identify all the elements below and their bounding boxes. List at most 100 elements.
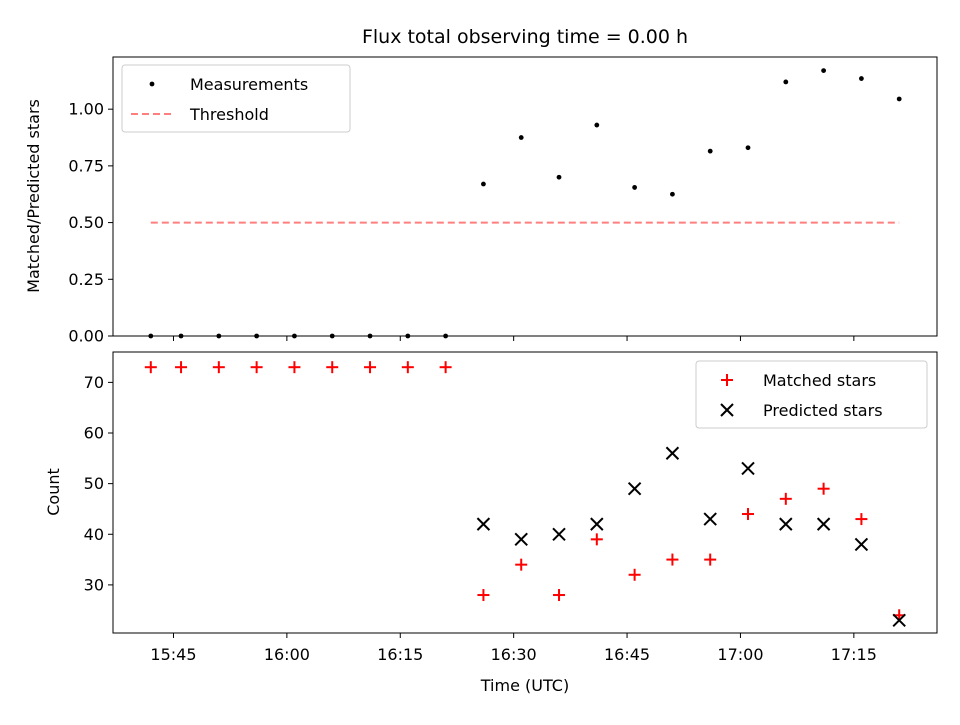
measurement-point [367,333,373,339]
bottom-y-tick-label: 30 [84,575,104,594]
measurement-point [254,333,260,339]
predicted-star-point [476,517,491,531]
top-plot-frame [112,56,938,337]
predicted-star-point [665,446,680,460]
x-tick-label: 16:30 [491,645,537,664]
predicted-star-stroke-b [816,517,831,531]
measurement-point [707,148,713,154]
x-axis-label: Time (UTC) [480,676,569,695]
matched-star-point [553,589,566,602]
measurement-point [745,145,751,151]
top-y-tick-label: 0.50 [68,213,104,232]
predicted-star-stroke-b [665,446,680,460]
legend-label-predicted-stars: Predicted stars [763,401,883,420]
measurement-point [518,135,524,140]
bottom-y-tick-label: 40 [84,525,104,544]
measurement-point [481,181,486,187]
predicted-star-stroke-b [741,461,755,476]
predicted-star-point [779,517,793,531]
measurement-point [405,333,411,339]
x-tick-label: 17:15 [831,645,877,664]
predicted-star-point [514,532,528,547]
predicted-star-point [741,461,755,476]
top-panel: 0.00 0.25 0.50 0.75 1.00 [68,56,938,346]
matched-star-point [175,361,188,374]
bottom-y-axis-label: Count [44,468,63,516]
measurement-point [670,191,675,197]
measurement-point [292,333,297,339]
predicted-star-stroke-b [627,481,642,496]
matched-star-point [628,568,641,581]
predicted-star-point [627,481,642,496]
matched-star-point [250,361,263,374]
measurement-point [178,333,184,339]
matched-star-point [817,482,830,495]
measurement-point [443,333,449,339]
measurement-point [148,333,154,339]
predicted-star-point [552,527,566,541]
top-y-tick-label: 0.75 [68,156,104,175]
x-tick-label: 15:45 [150,645,196,664]
predicted-star-point [590,517,604,531]
bottom-y-tick-label: 70 [84,373,104,392]
legend-label-matched-stars: Matched stars [763,371,876,390]
matched-star-point [212,361,225,374]
measurement-point [896,96,902,102]
matched-star-point [364,361,377,374]
top-y-tick-label: 0.25 [68,270,104,289]
bottom-y-tick-label: 50 [84,474,104,493]
predicted-star-stroke-b [779,517,793,531]
matched-star-point [742,508,755,521]
legend-label-measurements: Measurements [190,75,308,94]
x-tick-label: 17:00 [717,645,763,664]
predicted-star-point [816,517,831,531]
legend-marker-predicted-stars [720,403,734,417]
predicted-star-point [854,537,869,552]
legend-marker-measurements [149,81,155,87]
measurement-point [556,174,562,180]
top-legend: Measurements Threshold [121,64,351,133]
bottom-legend: Matched stars Predicted stars [695,360,928,429]
measurement-point [329,333,335,339]
legend-label-threshold: Threshold [189,105,269,124]
matched-star-point [590,533,603,546]
matched-star-point [666,553,679,566]
legend-marker-matched-stars [721,374,733,386]
matched-star-point [779,492,792,505]
x-tick-label: 16:15 [377,645,423,664]
matched-star-point [144,361,157,374]
predicted-star-point [703,512,717,526]
bottom-y-tick-label: 60 [84,424,104,443]
top-y-tick-label: 0.00 [68,327,104,346]
measurement-point [594,122,600,128]
top-chart-title: Flux total observing time = 0.00 h [362,26,688,48]
matched-star-point [288,361,301,374]
predicted-star-stroke-b [590,517,604,531]
predicted-star-stroke-b [854,537,869,552]
top-y-axis-label: Matched/Predicted stars [24,99,43,293]
predicted-star-point [892,613,906,628]
predicted-star-stroke-b [552,527,566,541]
measurement-point [859,76,864,81]
matched-star-point [855,513,868,526]
matched-star-point [477,589,490,602]
predicted-star-stroke-b [476,517,491,531]
matched-star-point [439,361,452,374]
bottom-panel: 30 40 50 60 70 15:45 16:00 16:15 16:30 16:45 17:00… [84,351,938,664]
matched-star-point [326,361,339,374]
matched-star-point [704,553,717,566]
x-tick-label: 16:00 [264,645,310,664]
measurement-point [216,333,222,339]
predicted-star-stroke-b [703,512,717,526]
predicted-star-stroke-b [514,532,528,547]
predicted-star-stroke-b [892,613,906,628]
matched-star-point [401,361,414,374]
measurement-point [783,79,789,85]
matched-star-point [515,558,528,571]
measurement-point [821,68,827,74]
bottom-plot-frame [112,351,938,634]
measurement-point [632,185,638,190]
top-y-tick-label: 1.00 [68,100,104,119]
x-tick-label: 16:45 [604,645,650,664]
